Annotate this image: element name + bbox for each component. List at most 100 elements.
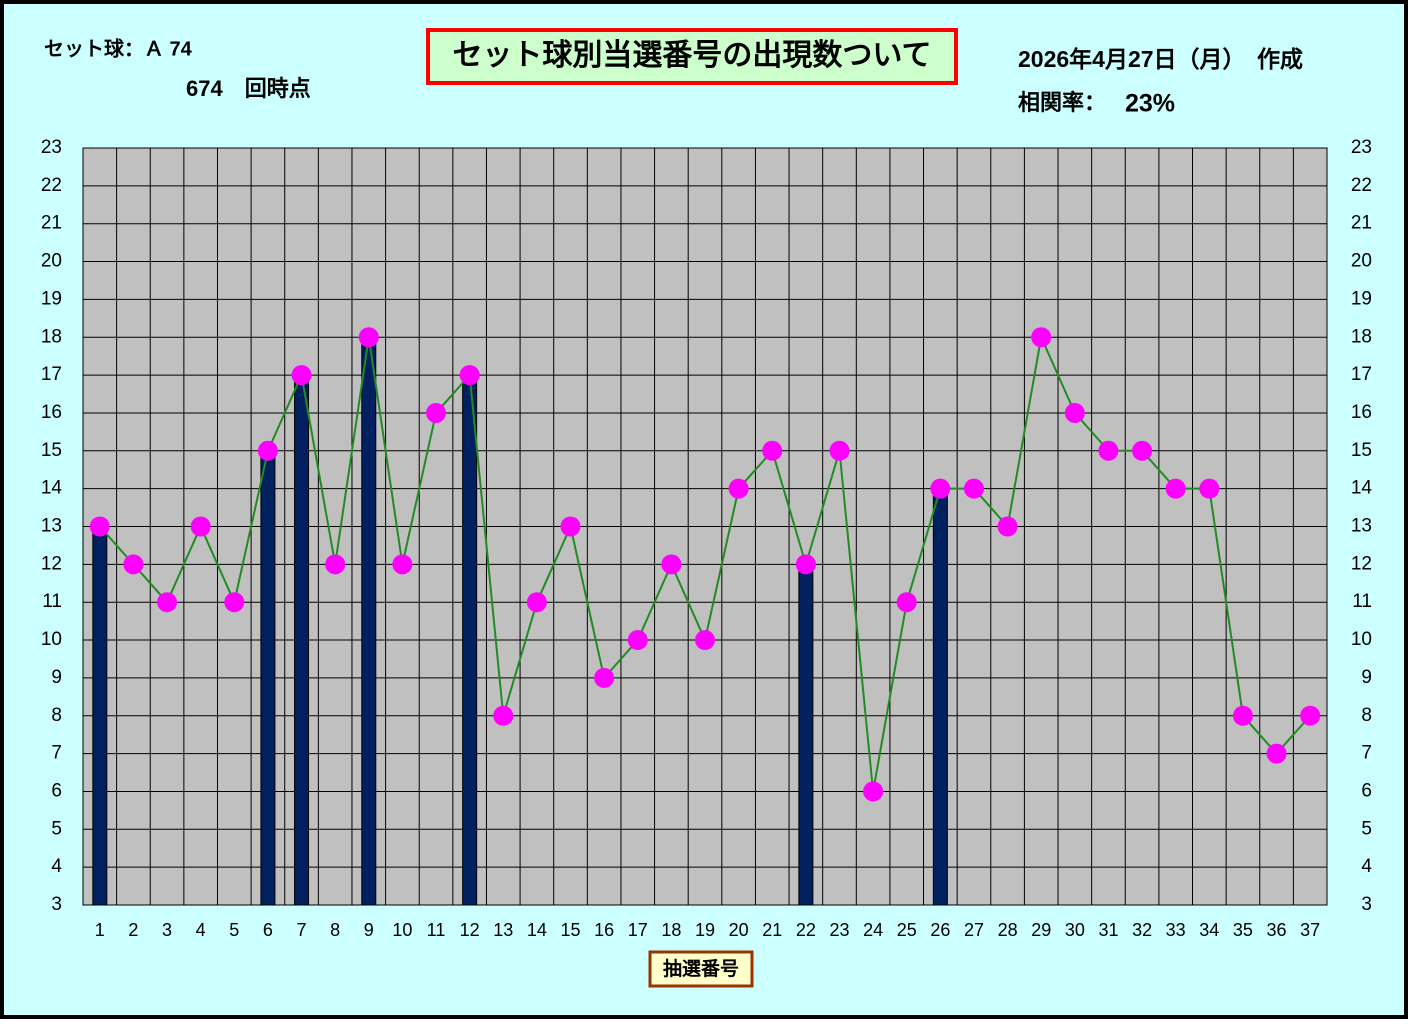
y-tick-label: 3 (51, 894, 62, 915)
x-tick-label: 14 (527, 920, 547, 940)
marker (224, 592, 245, 613)
marker (1199, 478, 1220, 499)
title-box (426, 28, 958, 85)
marker (426, 402, 447, 423)
marker (291, 365, 312, 386)
x-axis-label: 抽選番号 (663, 957, 739, 980)
y-tick-label: 21 (41, 213, 62, 234)
marker (728, 478, 749, 499)
set-ball: セット球：Ａ 74 (44, 37, 193, 60)
y-tick-label: 7 (51, 743, 62, 764)
x-tick-label: 34 (1199, 920, 1219, 940)
y-tick-label: 19 (41, 288, 62, 309)
y-tick-label: 20 (41, 251, 62, 272)
x-tick-label: 17 (628, 920, 648, 940)
x-tick-label: 19 (695, 920, 715, 940)
x-tick-label: 6 (263, 920, 273, 940)
y2-tick-label: 8 (1361, 705, 1372, 726)
x-tick-label: 26 (930, 920, 950, 940)
y-tick-label: 11 (42, 591, 62, 612)
marker (493, 705, 514, 726)
marker (1266, 743, 1287, 764)
marker (526, 592, 547, 613)
marker (325, 554, 346, 575)
x-tick-label: 15 (560, 920, 580, 940)
y2-tick-label: 16 (1351, 402, 1372, 423)
x-tick-label: 16 (594, 920, 614, 940)
marker (997, 516, 1018, 537)
y-tick-label: 8 (51, 705, 62, 726)
marker (896, 592, 917, 613)
x-tick-label: 29 (1031, 920, 1051, 940)
x-tick-label: 24 (863, 920, 883, 940)
x-tick-label: 36 (1267, 920, 1287, 940)
y-tick-label: 13 (41, 516, 62, 537)
y-tick-label: 15 (41, 440, 62, 461)
x-tick-label: 4 (196, 920, 206, 940)
round: 674 回時点 (186, 76, 311, 101)
marker (1031, 327, 1052, 348)
marker (157, 592, 178, 613)
y2-tick-label: 11 (1352, 591, 1372, 612)
y-tick-label: 16 (41, 402, 62, 423)
bar (294, 374, 310, 906)
marker (190, 516, 211, 537)
x-tick-label: 5 (229, 920, 239, 940)
marker (695, 630, 715, 651)
y-tick-label: 12 (41, 553, 62, 574)
bar (462, 374, 478, 906)
x-tick-label: 21 (762, 920, 782, 940)
x-tick-label: 1 (95, 920, 105, 940)
marker (1165, 478, 1186, 499)
x-tick-label: 18 (661, 920, 681, 940)
marker (627, 630, 648, 651)
marker (863, 781, 884, 802)
x-tick-label: 10 (392, 920, 412, 940)
bar (798, 563, 814, 906)
y2-tick-label: 3 (1361, 894, 1372, 915)
y-tick-label: 10 (41, 629, 62, 650)
x-tick-label: 20 (729, 920, 749, 940)
bar (260, 450, 276, 906)
y-tick-label: 14 (41, 478, 63, 499)
x-tick-label: 25 (897, 920, 917, 940)
x-tick-label: 12 (460, 920, 480, 940)
marker (762, 440, 783, 461)
marker (930, 478, 951, 499)
marker (795, 554, 816, 575)
marker (829, 440, 850, 461)
marker (1098, 440, 1119, 461)
bar (92, 526, 108, 906)
y2-tick-label: 13 (1351, 516, 1372, 537)
marker (123, 554, 144, 575)
marker (661, 554, 682, 575)
chart-title: セット球別当選番号の出現数ついて (452, 39, 931, 72)
y-tick-label: 4 (51, 856, 62, 877)
marker (358, 327, 379, 348)
y2-tick-label: 14 (1351, 478, 1373, 499)
y-tick-label: 5 (51, 818, 62, 839)
x-tick-label: 22 (796, 920, 816, 940)
correlation-label: 相関率： (1018, 90, 1106, 115)
bar (932, 488, 948, 906)
x-tick-label: 23 (829, 920, 849, 940)
y2-tick-label: 12 (1351, 553, 1372, 574)
y2-tick-label: 20 (1351, 251, 1372, 272)
x-label-box (648, 950, 754, 988)
y2-tick-label: 5 (1361, 818, 1372, 839)
x-tick-label: 30 (1065, 920, 1085, 940)
x-tick-label: 3 (162, 920, 172, 940)
y-tick-label: 18 (41, 326, 62, 347)
x-tick-label: 28 (998, 920, 1018, 940)
y2-tick-label: 21 (1351, 213, 1372, 234)
x-tick-label: 11 (427, 920, 446, 940)
y2-tick-label: 10 (1351, 629, 1372, 650)
y2-tick-label: 4 (1361, 856, 1372, 877)
y2-tick-label: 18 (1351, 326, 1372, 347)
x-tick-label: 8 (330, 920, 340, 940)
marker (560, 516, 581, 537)
marker (459, 365, 480, 386)
marker (1300, 705, 1321, 726)
marker (1064, 402, 1085, 423)
